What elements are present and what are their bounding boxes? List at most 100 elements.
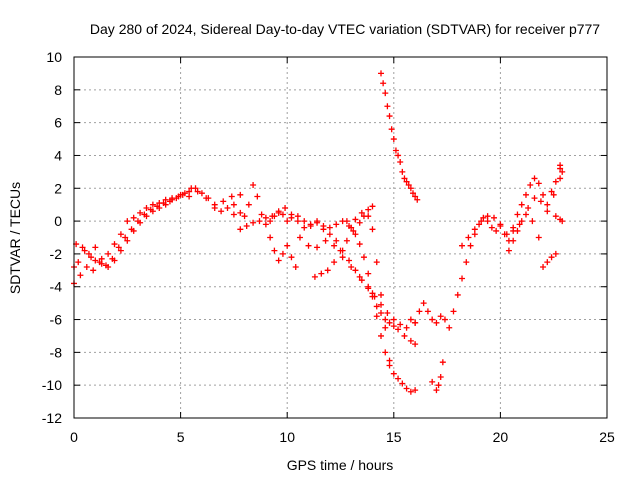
data-point [279,211,286,218]
data-point [284,218,291,225]
data-point [143,213,150,220]
data-point [450,308,457,315]
data-point [90,267,97,274]
data-point [81,247,88,254]
data-point [510,224,517,231]
data-point [403,385,410,392]
data-point [198,190,205,197]
data-point [369,290,376,297]
data-point [296,234,303,241]
data-point [149,208,156,215]
series-arc-p [540,162,566,271]
data-point [256,218,263,225]
x-tick-label: 25 [599,429,615,445]
data-point [514,211,521,218]
data-point [343,218,350,225]
data-point [333,237,340,244]
data-point [416,308,423,315]
data-point [399,380,406,387]
data-point [326,224,333,231]
data-point [250,181,257,188]
grid [74,57,607,418]
data-point [130,214,137,221]
data-point [392,147,399,154]
data-point [137,209,144,216]
data-point [552,250,559,257]
data-point [435,382,442,389]
series-arc-q [552,213,566,225]
data-point [307,223,314,230]
data-point [360,213,367,220]
data-point [331,259,338,266]
data-point [211,204,218,211]
data-point [124,237,131,244]
data-point [382,316,389,323]
data-point [518,218,525,225]
data-point [314,244,321,251]
series-arc-h [311,206,393,364]
data-point [269,213,276,220]
data-point [535,180,542,187]
data-point [407,316,414,323]
data-point [85,250,92,257]
data-point [124,218,131,225]
data-point [386,362,393,369]
data-point [369,203,376,210]
data-point [243,223,250,230]
data-point [79,244,86,251]
data-point [258,211,265,218]
data-point [333,221,340,228]
y-tick-label: 8 [54,82,62,98]
data-point [360,254,367,261]
series-arc-m [459,211,542,249]
data-point [365,283,372,290]
data-point [527,181,534,188]
data-point [433,319,440,326]
data-point [282,204,289,211]
data-point [409,190,416,197]
data-point [382,349,389,356]
data-point [301,218,308,225]
y-tick-label: 4 [54,147,62,163]
data-point [117,231,124,238]
data-point [194,188,201,195]
data-point [77,272,84,279]
data-point [137,219,144,226]
data-point [557,175,564,182]
series-arc-l [429,359,446,394]
data-point [544,208,551,215]
x-axis-label: GPS time / hours [287,457,394,473]
data-point [488,224,495,231]
data-point [237,191,244,198]
series-arc-i [343,218,419,395]
data-point [220,198,227,205]
data-point [459,242,466,249]
data-point [373,259,380,266]
data-point [397,159,404,166]
data-point [237,209,244,216]
data-point [467,242,474,249]
data-point [230,201,237,208]
data-point [271,247,278,254]
data-point [373,313,380,320]
data-point [388,126,395,133]
series-arc-b [71,185,237,287]
data-point [75,259,82,266]
data-point [284,242,291,249]
axis-ticks: 0 5 10 15 20 25 -12 -10 -8 -6 -4 -2 0 2 4 6 8 10 [42,49,615,445]
data-point [386,113,393,120]
data-point [130,227,137,234]
data-point [175,193,182,200]
data-point [493,227,500,234]
data-point [471,226,478,233]
data-point [339,254,346,261]
data-point [514,227,521,234]
data-point [401,332,408,339]
data-point [429,316,436,323]
data-point [279,250,286,257]
data-points [71,70,566,395]
data-point [420,300,427,307]
data-point [463,259,470,266]
data-point [478,218,485,225]
data-point [241,213,248,220]
